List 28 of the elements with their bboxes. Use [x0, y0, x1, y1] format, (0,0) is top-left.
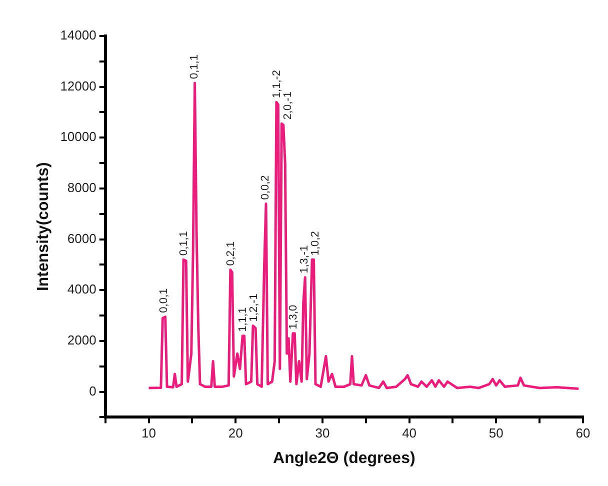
y-tick-label: 2000 — [67, 332, 96, 348]
annotation: 0,2,1 — [224, 241, 237, 266]
annotation: 0,0,1 — [158, 288, 170, 313]
x-tick-label: 40 — [402, 426, 417, 441]
annotation: 0,1,1 — [178, 231, 190, 256]
x-tick-label: 50 — [488, 426, 504, 441]
annotation: 1,3,0 — [287, 304, 300, 330]
x-tick-label: 20 — [228, 426, 243, 441]
annotation: 1,0,2 — [310, 231, 322, 256]
annotation: 2,0,-1 — [282, 92, 294, 120]
y-tick-label: 10000 — [60, 129, 96, 144]
y-tick-label: 14000 — [60, 28, 96, 43]
y-tick-label: 0 — [89, 383, 96, 398]
y-tick-label: 12000 — [60, 78, 96, 94]
annotation: 1,1,1 — [236, 307, 249, 332]
y-tick-label: 6000 — [67, 230, 96, 246]
annotation: 0,1,1 — [188, 54, 200, 80]
x-tick-label: 10 — [142, 426, 156, 441]
y-tick-label: 8000 — [67, 180, 96, 196]
x-tick-label: 60 — [576, 426, 590, 441]
x-tick-label: 30 — [315, 426, 330, 441]
x-axis-title: Angle2Θ (degrees) — [273, 450, 416, 467]
y-tick-label: 4000 — [67, 282, 96, 297]
annotation: 1,1,-2 — [270, 70, 283, 98]
y-axis-title: Intensity(counts) — [35, 162, 52, 292]
annotation: 0,0,2 — [260, 175, 272, 200]
annotation: 1,2,-1 — [248, 294, 260, 322]
annotation: 1,3,-1 — [298, 245, 311, 274]
